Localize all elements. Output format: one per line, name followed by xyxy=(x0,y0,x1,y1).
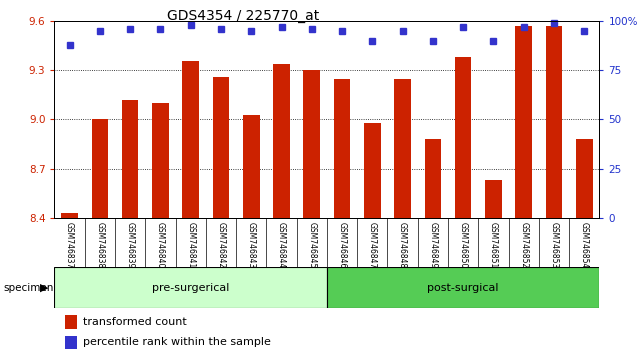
Bar xyxy=(334,79,351,218)
Bar xyxy=(455,57,471,218)
Bar xyxy=(65,315,78,329)
Text: GSM746847: GSM746847 xyxy=(368,222,377,268)
Bar xyxy=(545,26,562,218)
Text: GSM746838: GSM746838 xyxy=(96,222,104,268)
Bar xyxy=(394,79,411,218)
Text: GSM746850: GSM746850 xyxy=(458,222,468,268)
Text: post-surgical: post-surgical xyxy=(428,282,499,293)
Bar xyxy=(576,139,592,218)
Text: GSM746843: GSM746843 xyxy=(247,222,256,268)
Bar xyxy=(65,336,78,349)
Bar xyxy=(213,77,229,218)
Bar xyxy=(92,120,108,218)
Bar xyxy=(54,267,327,308)
Bar xyxy=(424,139,441,218)
Text: GSM746851: GSM746851 xyxy=(489,222,498,268)
Text: GSM746852: GSM746852 xyxy=(519,222,528,268)
Text: GSM746840: GSM746840 xyxy=(156,222,165,268)
Text: GSM746839: GSM746839 xyxy=(126,222,135,268)
Text: GSM746849: GSM746849 xyxy=(428,222,437,268)
Bar xyxy=(183,61,199,218)
Text: percentile rank within the sample: percentile rank within the sample xyxy=(83,337,271,348)
Bar xyxy=(122,100,138,218)
Bar xyxy=(515,26,532,218)
Bar xyxy=(364,123,381,218)
Text: GSM746842: GSM746842 xyxy=(217,222,226,268)
Text: GDS4354 / 225770_at: GDS4354 / 225770_at xyxy=(167,9,320,23)
Text: GSM746846: GSM746846 xyxy=(338,222,347,268)
Text: GSM746854: GSM746854 xyxy=(579,222,588,268)
Text: GSM746848: GSM746848 xyxy=(398,222,407,268)
Text: specimen: specimen xyxy=(3,282,54,293)
Text: GSM746841: GSM746841 xyxy=(186,222,196,268)
Text: GSM746845: GSM746845 xyxy=(307,222,316,268)
Text: GSM746844: GSM746844 xyxy=(277,222,286,268)
Bar xyxy=(62,213,78,218)
Text: ▶: ▶ xyxy=(40,282,49,293)
Bar xyxy=(303,70,320,218)
Bar xyxy=(243,115,260,218)
Bar xyxy=(273,64,290,218)
Text: GSM746853: GSM746853 xyxy=(549,222,558,268)
Bar xyxy=(485,180,502,218)
Text: pre-surgerical: pre-surgerical xyxy=(152,282,229,293)
Text: GSM746837: GSM746837 xyxy=(65,222,74,268)
Bar xyxy=(327,267,599,308)
Text: transformed count: transformed count xyxy=(83,317,187,327)
Bar xyxy=(152,103,169,218)
